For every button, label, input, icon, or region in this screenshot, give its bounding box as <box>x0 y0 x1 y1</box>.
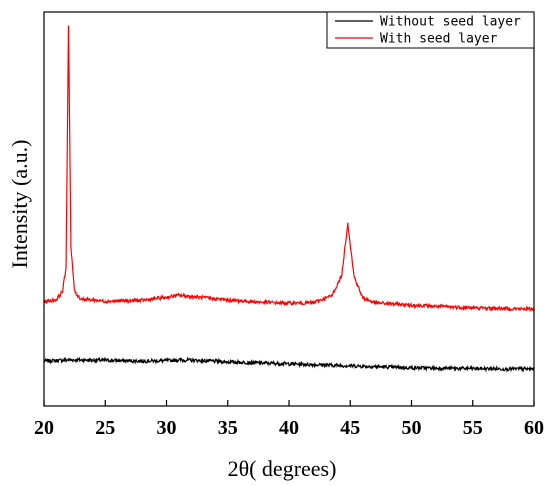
legend-label: With seed layer <box>380 32 498 47</box>
x-tick-label: 40 <box>279 417 299 439</box>
x-axis-title: 2θ( degrees) <box>228 456 337 481</box>
x-tick-label: 50 <box>402 417 422 439</box>
x-tick-label: 30 <box>157 417 177 439</box>
x-tick-label: 45 <box>340 417 360 439</box>
x-tick-label: 60 <box>524 417 544 439</box>
legend-box <box>326 11 535 49</box>
x-tick-label: 35 <box>218 417 238 439</box>
series-line-without-seed-layer <box>43 356 535 373</box>
y-axis-title: Intensity (a.u.) <box>7 140 32 269</box>
x-tick-label: 55 <box>463 417 483 439</box>
x-tick-label: 20 <box>34 417 54 439</box>
series-line-with-seed-layer <box>43 25 535 313</box>
x-tick-label: 25 <box>95 417 115 439</box>
plot-frame <box>43 11 535 407</box>
legend-label: Without seed layer <box>380 15 521 30</box>
